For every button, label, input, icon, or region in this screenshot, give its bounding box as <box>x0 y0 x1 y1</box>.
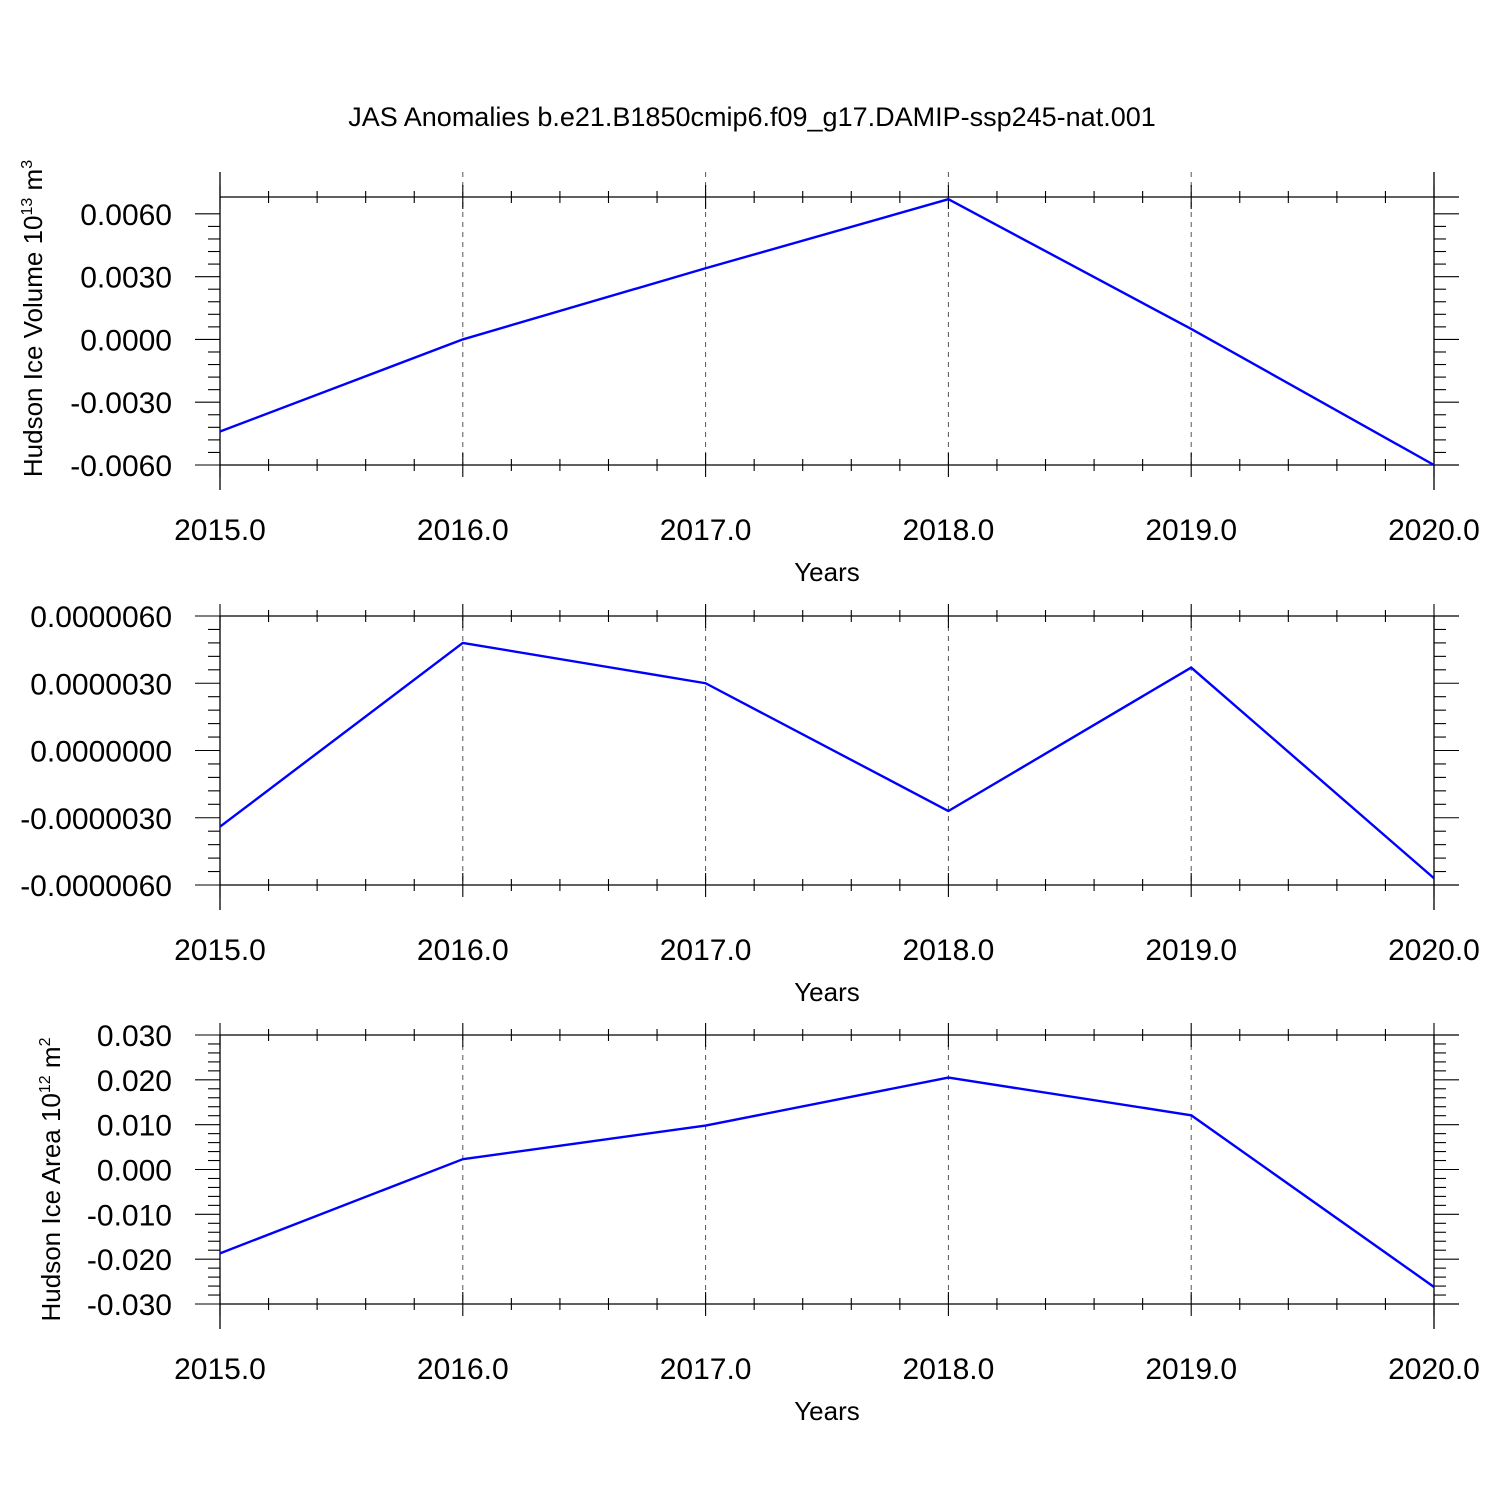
y-tick-label: 0.010 <box>97 1110 172 1143</box>
x-axis-title: Years <box>794 1396 860 1426</box>
y-tick-label: 0.000 <box>97 1155 172 1188</box>
x-axis-title: Years <box>794 977 860 1007</box>
x-tick-label: 2019.0 <box>1145 934 1237 967</box>
panel-2: 2015.0 2016.0 2017.0 2018.0 2019.0 2020.0 -0.0… <box>20 601 1480 1007</box>
x-tick-label: 2016.0 <box>417 1353 509 1386</box>
x-tick-label: 2016.0 <box>417 514 509 547</box>
x-tick-label: 2015.0 <box>174 1353 266 1386</box>
x-tick-label: 2017.0 <box>660 514 752 547</box>
panel-1: 2015.0 2016.0 2017.0 2018.0 2019.0 2020.0 -0.0… <box>18 160 1480 587</box>
y-tick-label: 0.0000000 <box>30 736 172 769</box>
y-tick-label: 0.0000060 <box>30 601 172 634</box>
y-tick-label: -0.020 <box>87 1244 172 1277</box>
x-tick-label: 2015.0 <box>174 934 266 967</box>
x-tick-label: 2017.0 <box>660 934 752 967</box>
x-tick-label: 2018.0 <box>903 514 995 547</box>
y-tick-label: -0.0000060 <box>20 870 172 903</box>
x-tick-label: 2018.0 <box>903 1353 995 1386</box>
y-tick-label: 0.0060 <box>80 199 172 232</box>
y-tick-label: -0.030 <box>87 1289 172 1322</box>
y-axis-title: Hudson Ice Volume 1013 m3 <box>18 160 48 477</box>
series-line <box>219 198 1435 467</box>
x-tick-label: 2020.0 <box>1388 514 1480 547</box>
y-tick-label: -0.0000030 <box>20 803 172 836</box>
y-tick-label: 0.020 <box>97 1065 172 1098</box>
x-tick-label: 2017.0 <box>660 1353 752 1386</box>
x-tick-label: 2020.0 <box>1388 934 1480 967</box>
y-tick-label: 0.0000030 <box>30 668 172 701</box>
y-tick-label: 0.0000 <box>80 324 172 357</box>
y-tick-label: -0.0030 <box>70 387 172 420</box>
series-line <box>219 1076 1435 1288</box>
x-axis-title: Years <box>794 557 860 587</box>
x-tick-label: 2019.0 <box>1145 1353 1237 1386</box>
x-tick-label: 2020.0 <box>1388 1353 1480 1386</box>
y-tick-label: 0.030 <box>97 1020 172 1053</box>
y-tick-label: 0.0030 <box>80 262 172 295</box>
x-tick-label: 2019.0 <box>1145 514 1237 547</box>
x-tick-label: 2018.0 <box>903 934 995 967</box>
panel-3: 2015.0 2016.0 2017.0 2018.0 2019.0 2020.0 -0.0… <box>36 1020 1480 1426</box>
y-axis-title: Hudson Ice Area 1012 m2 <box>36 1037 66 1321</box>
x-tick-label: 2015.0 <box>174 514 266 547</box>
figure-title: JAS Anomalies b.e21.B1850cmip6.f09_g17.D… <box>348 102 1156 132</box>
y-tick-label: -0.010 <box>87 1199 172 1232</box>
x-tick-label: 2016.0 <box>417 934 509 967</box>
series-line <box>219 641 1435 880</box>
y-tick-label: -0.0060 <box>70 450 172 483</box>
